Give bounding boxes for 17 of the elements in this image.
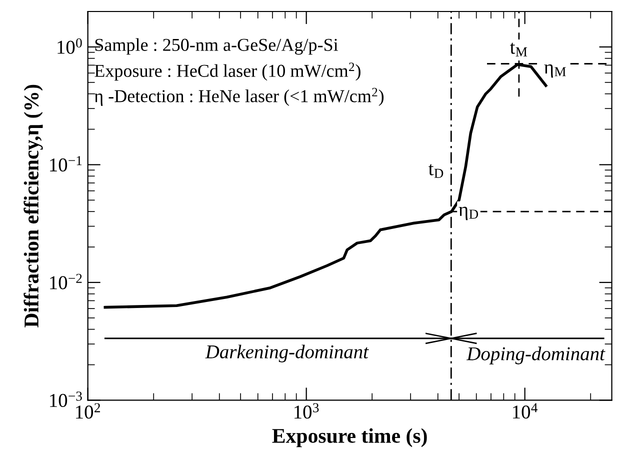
annotation: Doping-dominant xyxy=(466,346,606,364)
annotation: Exposure : HeCd laser (10 mW/cm$^{2}$) xyxy=(94,62,360,81)
y-tick-label: 10$^{0}$ xyxy=(58,38,82,54)
annotation: Darkening-dominant xyxy=(205,344,369,362)
annotation: η -Detection : HeNe laser (<1 mW/cm$^{2}$) xyxy=(94,88,384,106)
y-tick-label: 10$^{−1}$ xyxy=(50,156,82,172)
ref-line-label: t$_{D}$ xyxy=(428,164,444,178)
y-axis-title: Diffraction efficiency,η (%) xyxy=(24,84,43,328)
x-tick-label: 10$^{2}$ xyxy=(76,403,100,419)
ref-line-label: η$_{M}$ xyxy=(544,64,566,78)
x-axis-title: Exposure time (s) xyxy=(272,428,427,448)
ref-line-label: η$_{D}$ xyxy=(458,206,478,220)
y-tick-label: 10$^{−2}$ xyxy=(50,274,82,290)
x-tick-label: 10$^{4}$ xyxy=(513,403,538,419)
ref-line-label: t$_{M}$ xyxy=(510,42,528,56)
annotation: Sample : 250-nm a-GeSe/Ag/p-Si xyxy=(95,38,338,55)
x-tick-label: 10$^{3}$ xyxy=(294,403,319,419)
